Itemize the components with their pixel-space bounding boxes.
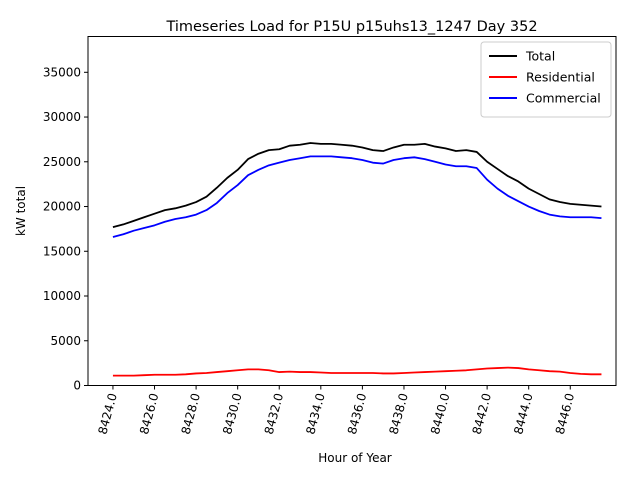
y-tick-label: 20000 <box>43 200 81 214</box>
y-tick-label: 25000 <box>43 155 81 169</box>
chart-title: Timeseries Load for P15U p15uhs13_1247 D… <box>165 19 537 35</box>
y-tick-label: 0 <box>73 379 81 393</box>
y-tick-label: 10000 <box>43 289 81 303</box>
plot-area <box>112 142 602 377</box>
y-tick-label: 35000 <box>43 65 81 79</box>
axes-frame <box>87 36 617 386</box>
y-axis: 0 5000 10000 15000 20000 25000 30000 35000 <box>43 65 88 393</box>
series-line-residential <box>112 366 602 377</box>
y-tick-label: 30000 <box>43 110 81 124</box>
legend-label-commercial: Commercial <box>526 91 601 106</box>
legend-label-total: Total <box>525 49 555 64</box>
x-axis-label: Hour of Year <box>318 451 392 465</box>
legend: Total Residential Commercial <box>480 41 612 118</box>
y-tick-label: 5000 <box>50 334 81 348</box>
series-line-total <box>112 142 602 228</box>
y-tick-label: 15000 <box>43 244 81 258</box>
legend-label-residential: Residential <box>526 70 595 85</box>
series-line-commercial <box>112 155 602 238</box>
y-axis-label: kW total <box>14 186 28 236</box>
